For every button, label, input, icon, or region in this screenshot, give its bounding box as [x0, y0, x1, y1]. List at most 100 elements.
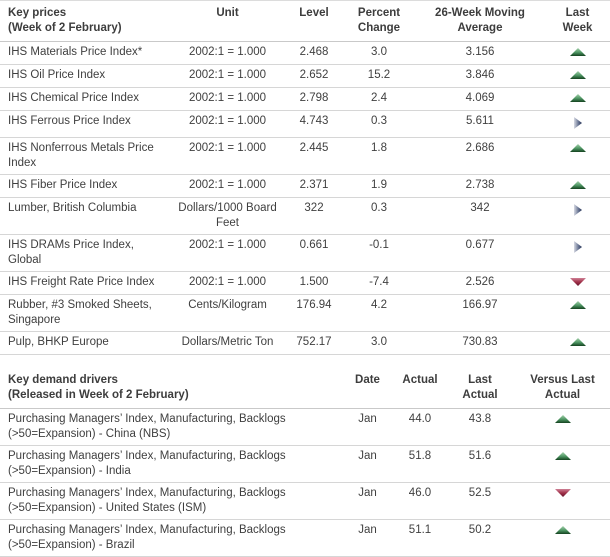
col-header-actual: Actual	[402, 374, 438, 386]
unit-cell: Dollars/Metric Ton	[181, 336, 274, 348]
pct-cell: 1.9	[371, 179, 387, 191]
last-cell: 43.8	[468, 413, 492, 425]
pct-cell: 4.2	[371, 299, 387, 311]
unit-cell: 2002:1 = 1.000	[188, 69, 267, 81]
trend-up-icon	[554, 526, 571, 534]
table-row: Pulp, BHKP Europe Dollars/Metric Ton 752.1…	[0, 332, 610, 355]
series-name: Purchasing Managers’ Index, Manufacturin…	[8, 450, 286, 477]
trend-cell	[545, 42, 610, 65]
table-row: IHS Nonferrous Metals Price Index 2002:1 …	[0, 138, 610, 175]
price-table-subtitle: (Week of 2 February)	[8, 22, 122, 34]
trend-cell	[545, 175, 610, 198]
unit-cell: 2002:1 = 1.000	[188, 92, 267, 104]
col-header-date: Date	[355, 374, 380, 386]
avg-cell: 342	[470, 202, 490, 214]
unit-cell: Dollars/1000 Board Feet	[178, 202, 277, 229]
avg-cell: 4.069	[465, 92, 495, 104]
col-header-last-actual: Last Actual	[462, 374, 498, 401]
level-cell: 2.468	[299, 46, 329, 58]
price-table-title-cell: Key prices (Week of 2 February)	[0, 1, 170, 42]
trend-cell	[515, 483, 610, 520]
actual-cell: 51.1	[408, 524, 432, 536]
unit-cell: 2002:1 = 1.000	[188, 115, 267, 127]
trend-up-icon	[569, 48, 586, 56]
series-name: IHS DRAMs Price Index, Global	[8, 239, 134, 266]
level-cell: 1.500	[299, 276, 329, 288]
last-cell: 50.2	[468, 524, 492, 536]
actual-cell: 44.0	[408, 413, 432, 425]
actual-cell: 51.8	[408, 450, 432, 462]
level-cell: 176.94	[296, 299, 332, 311]
series-name: Purchasing Managers’ Index, Manufacturin…	[8, 524, 286, 551]
col-header-unit: Unit	[216, 7, 239, 19]
trend-cell	[515, 446, 610, 483]
last-cell: 51.6	[468, 450, 492, 462]
pct-cell: 0.3	[371, 115, 387, 127]
table-row: IHS Fiber Price Index 2002:1 = 1.000 2.371…	[0, 175, 610, 198]
trend-up-icon	[569, 94, 586, 102]
series-name: IHS Materials Price Index*	[8, 46, 143, 58]
price-table-title: Key prices	[8, 7, 67, 19]
pct-cell: 0.3	[371, 202, 387, 214]
unit-cell: 2002:1 = 1.000	[188, 179, 267, 191]
table-row: Lumber, British Columbia Dollars/1000 Boa…	[0, 198, 610, 235]
trend-sideways-icon	[573, 241, 582, 253]
trend-cell	[515, 520, 610, 557]
level-cell: 752.17	[296, 336, 332, 348]
trend-cell	[545, 65, 610, 88]
unit-cell: 2002:1 = 1.000	[188, 142, 267, 154]
level-cell: 2.371	[299, 179, 329, 191]
trend-cell	[545, 332, 610, 355]
demand-table-title: Key demand drivers	[8, 374, 118, 386]
avg-cell: 2.738	[465, 179, 495, 191]
level-cell: 0.661	[299, 239, 329, 251]
trend-up-icon	[569, 144, 586, 152]
series-name: Purchasing Managers’ Index, Manufacturin…	[8, 487, 286, 514]
date-cell: Jan	[358, 413, 377, 425]
series-name: IHS Fiber Price Index	[8, 179, 118, 191]
series-name: Lumber, British Columbia	[8, 202, 137, 214]
pct-cell: 3.0	[371, 336, 387, 348]
trend-cell	[515, 409, 610, 446]
table-row: IHS DRAMs Price Index, Global 2002:1 = 1.…	[0, 235, 610, 272]
table-row: IHS Freight Rate Price Index 2002:1 = 1.0…	[0, 272, 610, 295]
series-name: IHS Chemical Price Index	[8, 92, 140, 104]
trend-cell	[545, 88, 610, 111]
pct-cell: 2.4	[371, 92, 387, 104]
trend-up-icon	[569, 301, 586, 309]
trend-sideways-icon	[573, 204, 582, 216]
table-row: Purchasing Managers’ Index, Manufacturin…	[0, 483, 610, 520]
avg-cell: 2.686	[465, 142, 495, 154]
trend-up-icon	[554, 452, 571, 460]
series-name: IHS Oil Price Index	[8, 69, 106, 81]
price-table-header-row: Key prices (Week of 2 February) Unit Lev…	[0, 1, 610, 42]
col-header-versus-last-actual: Versus Last Actual	[530, 374, 595, 401]
table-row: Purchasing Managers’ Index, Manufacturin…	[0, 446, 610, 483]
trend-cell	[545, 272, 610, 295]
table-row: Purchasing Managers’ Index, Manufacturin…	[0, 409, 610, 446]
series-name: Rubber, #3 Smoked Sheets, Singapore	[8, 299, 152, 326]
trend-down-icon	[554, 489, 571, 497]
level-cell: 322	[304, 202, 324, 214]
avg-cell: 2.526	[465, 276, 495, 288]
avg-cell: 3.846	[465, 69, 495, 81]
series-name: Pulp, BHKP Europe	[8, 336, 109, 348]
unit-cell: 2002:1 = 1.000	[188, 46, 267, 58]
trend-cell	[545, 138, 610, 175]
date-cell: Jan	[358, 450, 377, 462]
date-cell: Jan	[358, 524, 377, 536]
avg-cell: 3.156	[465, 46, 495, 58]
series-name: Purchasing Managers’ Index, Manufacturin…	[8, 413, 286, 440]
unit-cell: Cents/Kilogram	[188, 299, 267, 311]
table-row: IHS Materials Price Index* 2002:1 = 1.000…	[0, 42, 610, 65]
unit-cell: 2002:1 = 1.000	[188, 239, 267, 251]
col-header-percent-change: Percent Change	[357, 7, 401, 34]
pct-cell: 1.8	[371, 142, 387, 154]
pct-cell: -0.1	[369, 239, 389, 251]
avg-cell: 5.611	[466, 115, 494, 127]
pct-cell: -7.4	[369, 276, 389, 288]
series-name: IHS Freight Rate Price Index	[8, 276, 155, 288]
key-prices-table: Key prices (Week of 2 February) Unit Lev…	[0, 0, 610, 355]
demand-table-header-row: Key demand drivers (Released in Week of …	[0, 368, 610, 409]
